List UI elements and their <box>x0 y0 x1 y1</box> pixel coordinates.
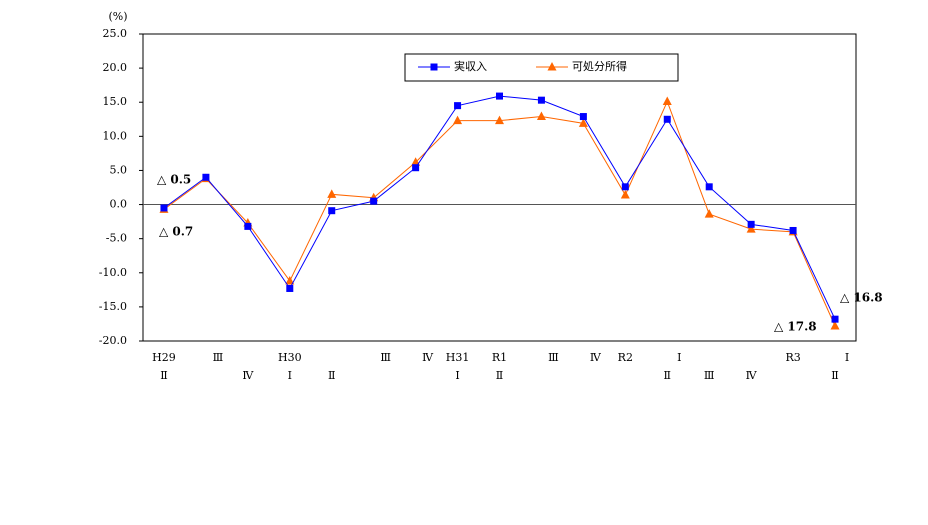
x-tick-label: Ⅲ <box>548 351 559 364</box>
marker <box>537 96 545 104</box>
marker <box>412 164 420 172</box>
marker <box>705 183 713 191</box>
x-tick-label: H29 <box>152 351 176 364</box>
marker <box>430 63 438 71</box>
plot-area <box>142 33 857 342</box>
y-tick-label: -20.0 <box>99 334 127 347</box>
x-tick-sublabel: Ⅱ <box>328 369 335 382</box>
x-tick-sublabel: Ⅳ <box>242 369 254 382</box>
x-tick-label: Ⅰ <box>845 351 849 364</box>
marker <box>704 209 714 218</box>
unit-label: (%) <box>108 10 127 23</box>
y-tick-label: -10.0 <box>99 266 127 279</box>
x-tick-label: Ⅲ <box>380 351 391 364</box>
marker <box>578 118 588 127</box>
legend-label: 実収入 <box>454 59 487 73</box>
x-tick-label: Ⅲ <box>213 351 224 364</box>
x-tick-sublabel: Ⅱ <box>160 369 167 382</box>
x-tick-label: Ⅳ <box>590 351 602 364</box>
y-tick-label: 10.0 <box>103 129 128 142</box>
x-tick-label: Ⅰ <box>677 351 681 364</box>
y-tick-label: -15.0 <box>99 300 127 313</box>
marker <box>747 220 755 228</box>
marker <box>547 62 557 71</box>
x-tick-label: H31 <box>446 351 470 364</box>
y-tick-label: 25.0 <box>103 27 128 40</box>
annotation: △ 16.8 <box>840 291 883 305</box>
y-tick-label: 0.0 <box>110 198 128 211</box>
x-tick-sublabel: Ⅰ <box>455 369 459 382</box>
x-tick-label: R1 <box>492 351 507 364</box>
x-tick-sublabel: Ⅱ <box>831 369 838 382</box>
x-tick-label: R2 <box>618 351 633 364</box>
x-tick-sublabel: Ⅰ <box>288 369 292 382</box>
marker <box>202 173 210 181</box>
marker <box>831 315 839 323</box>
y-tick-label: -5.0 <box>106 232 127 245</box>
x-tick-sublabel: Ⅲ <box>704 369 715 382</box>
marker <box>496 92 503 100</box>
x-tick-label: Ⅳ <box>422 351 434 364</box>
marker <box>830 320 840 330</box>
x-tick-sublabel: Ⅱ <box>496 369 503 382</box>
annotation: △ 17.8 <box>774 320 817 334</box>
x-tick-label: R3 <box>785 351 800 364</box>
legend-label: 可処分所得 <box>572 60 627 73</box>
marker <box>453 115 463 125</box>
marker <box>160 204 168 212</box>
marker <box>286 284 294 292</box>
marker <box>621 183 629 191</box>
marker <box>244 222 252 230</box>
marker <box>327 189 337 198</box>
y-tick-label: 5.0 <box>110 163 128 176</box>
marker <box>620 190 630 199</box>
marker <box>328 207 336 215</box>
annotation: △ 0.5 <box>157 173 191 187</box>
y-tick-label: 20.0 <box>103 61 128 74</box>
marker <box>285 275 295 285</box>
marker <box>454 102 462 110</box>
x-tick-sublabel: Ⅱ <box>664 369 671 382</box>
marker <box>663 115 671 123</box>
x-tick-sublabel: Ⅳ <box>746 369 758 382</box>
x-tick-label: H30 <box>278 351 302 364</box>
y-tick-label: 15.0 <box>103 95 128 108</box>
marker <box>662 96 672 106</box>
marker <box>370 197 378 205</box>
marker <box>746 224 756 233</box>
marker <box>536 111 546 121</box>
marker <box>579 113 587 121</box>
marker <box>495 115 504 125</box>
annotation: △ 0.7 <box>159 225 193 239</box>
marker <box>789 226 797 234</box>
